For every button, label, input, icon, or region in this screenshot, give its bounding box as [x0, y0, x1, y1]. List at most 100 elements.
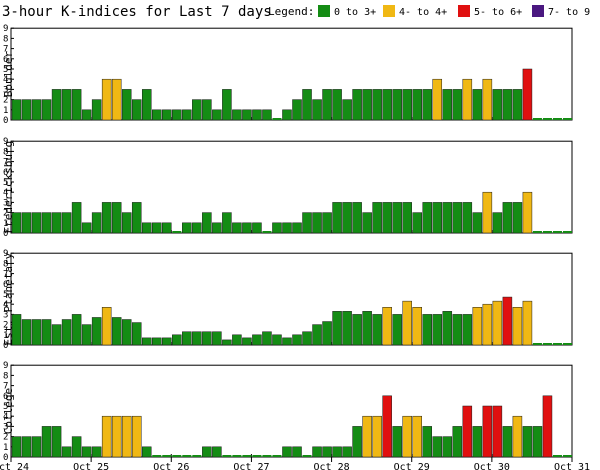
- k-index-bar: [71, 436, 82, 458]
- k-index-bar-zero: [542, 231, 552, 233]
- k-index-bar: [472, 307, 483, 346]
- k-index-bar: [422, 314, 433, 346]
- k-index-bar: [422, 202, 433, 234]
- k-index-bar: [61, 89, 72, 121]
- k-index-bar-zero: [552, 343, 562, 345]
- k-index-bar: [81, 109, 92, 121]
- y-tick-label: 3: [3, 422, 8, 432]
- k-index-bar: [131, 322, 142, 346]
- k-index-bar: [292, 99, 302, 121]
- k-index-bar: [21, 319, 32, 346]
- k-index-bar: [282, 222, 292, 234]
- k-index-bar: [141, 89, 152, 121]
- k-index-bar: [242, 337, 252, 346]
- legend-label: 5- to 6+: [474, 7, 522, 18]
- k-index-bar: [252, 222, 262, 234]
- k-index-bar: [392, 89, 402, 121]
- k-index-bar: [442, 89, 453, 121]
- k-index-bar: [492, 405, 503, 458]
- k-index-bar: [272, 334, 282, 346]
- k-index-bar: [61, 446, 72, 458]
- y-tick-label: 7: [3, 382, 8, 392]
- k-index-bar-zero: [532, 343, 542, 345]
- y-tick-label: 1: [3, 443, 8, 453]
- y-tick-label: 1: [3, 331, 8, 341]
- y-tick-label: 9: [3, 24, 8, 34]
- k-index-bar: [382, 202, 392, 234]
- k-index-bar: [502, 426, 513, 458]
- k-index-bar-zero: [242, 455, 252, 457]
- k-index-bar: [482, 405, 493, 458]
- k-index-bar: [101, 307, 112, 346]
- y-tick-label: 6: [3, 280, 8, 290]
- k-index-bar: [462, 202, 473, 234]
- k-index-bar: [41, 99, 52, 121]
- k-index-bar: [111, 317, 122, 346]
- k-index-bar: [492, 89, 503, 121]
- k-index-bar-zero: [272, 455, 282, 457]
- k-index-bar-zero: [532, 118, 542, 120]
- k-index-bar: [512, 307, 523, 346]
- k-index-bar: [252, 334, 262, 346]
- y-tick-label: 0: [3, 341, 8, 351]
- k-index-bar: [131, 202, 142, 234]
- k-index-bar: [452, 426, 463, 458]
- k-index-bar: [402, 89, 412, 121]
- k-index-bar: [452, 314, 463, 346]
- k-index-bar: [532, 426, 543, 458]
- k-index-bar: [412, 212, 422, 234]
- k-index-bar: [522, 426, 533, 458]
- x-tick-label: Oct 24: [0, 462, 29, 470]
- k-index-bar: [141, 222, 152, 234]
- k-index-bar: [282, 446, 292, 458]
- k-index-bar: [522, 68, 533, 121]
- y-tick-label: 4: [3, 300, 8, 310]
- k-index-bar: [212, 109, 222, 121]
- y-tick-label: 7: [3, 45, 8, 55]
- k-index-bar: [121, 89, 132, 121]
- y-tick-label: 0: [3, 453, 8, 463]
- k-index-bar: [432, 436, 443, 458]
- k-index-bar: [121, 319, 132, 346]
- k-index-bar: [342, 446, 352, 458]
- k-index-bar: [121, 415, 132, 458]
- k-index-bar: [31, 319, 42, 346]
- k-index-bar: [392, 426, 402, 458]
- k-index-bar: [472, 212, 483, 234]
- k-index-bar: [412, 89, 422, 121]
- y-tick-label: 4: [3, 75, 8, 85]
- k-index-bar: [252, 109, 262, 121]
- k-index-bar: [432, 314, 443, 346]
- k-index-bar-zero: [172, 231, 182, 233]
- k-index-bar: [322, 321, 332, 346]
- k-index-bar-zero: [172, 455, 182, 457]
- k-index-bar: [111, 415, 122, 458]
- k-index-bar-zero: [552, 118, 562, 120]
- y-tick-label: 5: [3, 402, 8, 412]
- k-index-bar: [242, 109, 252, 121]
- k-index-bar: [372, 89, 382, 121]
- legend-swatch: [318, 5, 330, 17]
- y-tick-label: 3: [3, 198, 8, 208]
- k-index-bar: [502, 296, 513, 346]
- k-index-bar: [522, 191, 533, 234]
- y-tick-label: 2: [3, 433, 8, 443]
- k-index-bar: [402, 415, 412, 458]
- k-index-bar: [512, 89, 523, 121]
- k-index-bar: [182, 109, 192, 121]
- k-index-bar-zero: [152, 455, 162, 457]
- k-index-bar: [182, 222, 192, 234]
- k-index-bar: [202, 331, 212, 346]
- k-index-bar: [302, 212, 312, 234]
- legend-swatch: [383, 5, 395, 17]
- k-index-bar: [332, 202, 342, 234]
- k-index-bar: [512, 202, 523, 234]
- y-tick-label: 8: [3, 371, 8, 381]
- k-index-bar: [392, 202, 402, 234]
- y-tick-label: 7: [3, 270, 8, 280]
- k-index-bar: [182, 331, 192, 346]
- k-index-bar-zero: [562, 343, 572, 345]
